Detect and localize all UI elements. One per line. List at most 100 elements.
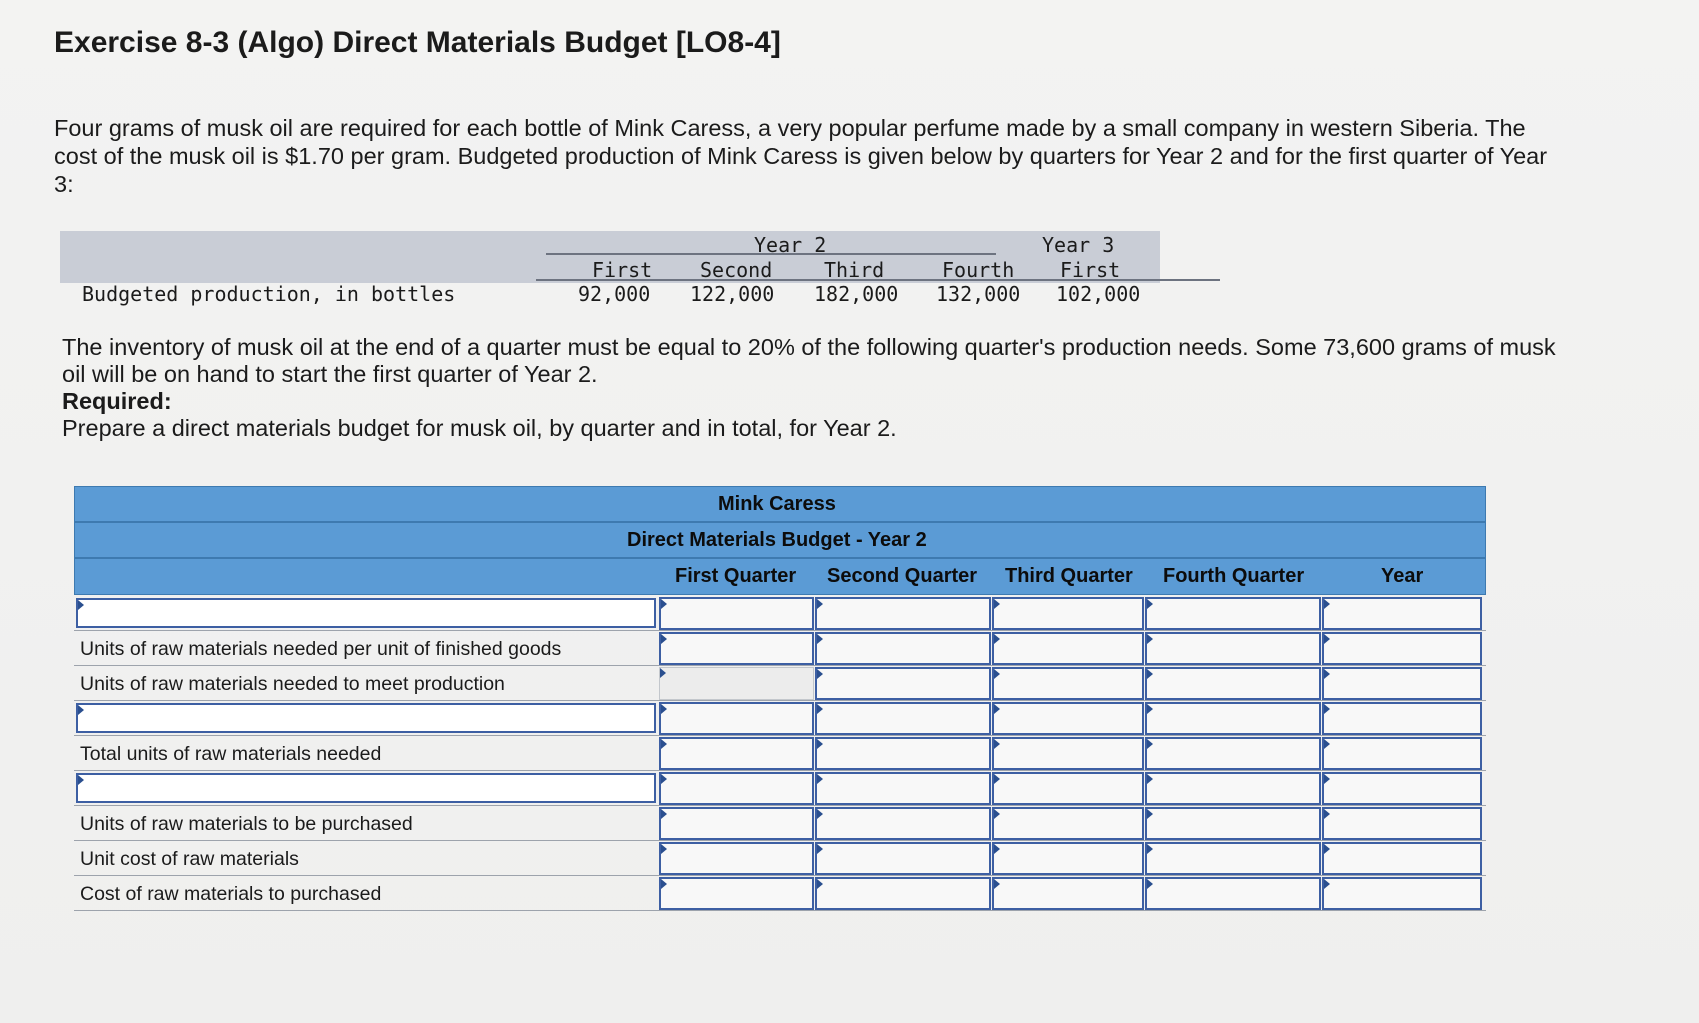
input-arrow-icon <box>661 739 667 749</box>
answer-input[interactable] <box>659 842 814 875</box>
input-arrow-icon <box>994 634 1000 644</box>
answer-input[interactable] <box>815 632 991 665</box>
row-label: Units of raw materials needed per unit o… <box>80 638 562 660</box>
answer-input[interactable] <box>1145 877 1321 910</box>
budget-row: Total units of raw materials needed <box>74 736 1486 771</box>
answer-input[interactable] <box>992 702 1144 735</box>
prod-val-5: 102,000 <box>1056 282 1141 306</box>
dropdown-arrow-icon <box>78 705 84 715</box>
answer-input[interactable] <box>815 877 991 910</box>
row-label: Unit cost of raw materials <box>80 848 299 870</box>
budget-subtitle-header: Direct Materials Budget - Year 2 <box>74 522 1486 558</box>
input-arrow-icon <box>1147 774 1153 784</box>
answer-input[interactable] <box>992 597 1144 630</box>
dropdown-arrow-icon <box>78 775 84 785</box>
input-arrow-icon <box>994 809 1000 819</box>
answer-input[interactable] <box>815 807 991 840</box>
input-arrow-icon <box>661 599 667 609</box>
answer-input[interactable] <box>992 667 1144 700</box>
input-arrow-icon <box>661 774 667 784</box>
answer-input[interactable] <box>659 667 814 700</box>
production-table: Year 2 Year 3 First Second Third Fourth … <box>60 231 1220 313</box>
answer-input[interactable] <box>659 632 814 665</box>
input-arrow-icon <box>1324 844 1330 854</box>
input-arrow-icon <box>661 844 667 854</box>
answer-input[interactable] <box>1322 877 1482 910</box>
row-label-dropdown[interactable] <box>76 598 656 628</box>
required-heading: Required: <box>62 388 172 414</box>
answer-input[interactable] <box>815 772 991 805</box>
required-text: Prepare a direct materials budget for mu… <box>62 415 897 441</box>
answer-input[interactable] <box>992 772 1144 805</box>
row-label: Units of raw materials needed to meet pr… <box>80 673 505 695</box>
answer-input[interactable] <box>992 842 1144 875</box>
row-label: Units of raw materials to be purchased <box>80 813 413 835</box>
col-first-quarter: First Quarter <box>675 565 797 587</box>
answer-input[interactable] <box>659 597 814 630</box>
answer-input[interactable] <box>1145 632 1321 665</box>
input-arrow-icon <box>994 844 1000 854</box>
input-arrow-icon <box>1324 809 1330 819</box>
row-label-dropdown[interactable] <box>76 773 656 803</box>
answer-input[interactable] <box>815 842 991 875</box>
answer-input[interactable] <box>659 877 814 910</box>
input-arrow-icon <box>817 809 823 819</box>
input-arrow-icon <box>1324 739 1330 749</box>
budget-row <box>74 701 1486 736</box>
answer-input[interactable] <box>992 877 1144 910</box>
answer-input[interactable] <box>1322 772 1482 805</box>
budget-row <box>74 596 1486 631</box>
input-arrow-icon <box>1324 634 1330 644</box>
col-year: Year <box>1381 565 1424 587</box>
answer-input[interactable] <box>1145 667 1321 700</box>
answer-input[interactable] <box>1322 702 1482 735</box>
answer-input[interactable] <box>1145 807 1321 840</box>
answer-input[interactable] <box>992 737 1144 770</box>
answer-input[interactable] <box>1145 842 1321 875</box>
answer-input[interactable] <box>1322 807 1482 840</box>
prod-val-3: 182,000 <box>814 282 899 306</box>
input-arrow-icon <box>660 668 666 678</box>
answer-input[interactable] <box>992 632 1144 665</box>
answer-input[interactable] <box>659 772 814 805</box>
answer-input[interactable] <box>1145 702 1321 735</box>
input-arrow-icon <box>1147 809 1153 819</box>
answer-input[interactable] <box>1145 737 1321 770</box>
budget-row: Cost of raw materials to purchased <box>74 876 1486 911</box>
budget-row: Units of raw materials to be purchased <box>74 806 1486 841</box>
prod-val-4: 132,000 <box>936 282 1021 306</box>
prod-row-label: Budgeted production, in bottles <box>82 282 456 306</box>
answer-input[interactable] <box>815 702 991 735</box>
problem-intro: Four grams of musk oil are required for … <box>54 115 1548 197</box>
answer-input[interactable] <box>815 737 991 770</box>
input-arrow-icon <box>994 704 1000 714</box>
budget-row <box>74 771 1486 806</box>
answer-input[interactable] <box>659 702 814 735</box>
input-arrow-icon <box>994 739 1000 749</box>
answer-input[interactable] <box>815 597 991 630</box>
page-title: Exercise 8-3 (Algo) Direct Materials Bud… <box>54 26 781 59</box>
input-arrow-icon <box>1324 704 1330 714</box>
input-arrow-icon <box>817 704 823 714</box>
input-arrow-icon <box>1147 739 1153 749</box>
answer-input[interactable] <box>659 807 814 840</box>
budget-column-header: First Quarter Second Quarter Third Quart… <box>74 558 1486 595</box>
answer-input[interactable] <box>1145 772 1321 805</box>
col-fourth-quarter: Fourth Quarter <box>1163 565 1305 587</box>
col-second-quarter: Second Quarter <box>827 565 978 587</box>
answer-input[interactable] <box>1322 597 1482 630</box>
budget-subtitle: Direct Materials Budget - Year 2 <box>627 529 927 551</box>
row-label-dropdown[interactable] <box>76 703 656 733</box>
production-header-band <box>60 231 1160 283</box>
answer-input[interactable] <box>1322 737 1482 770</box>
answer-input[interactable] <box>659 737 814 770</box>
input-arrow-icon <box>817 599 823 609</box>
answer-input[interactable] <box>1322 632 1482 665</box>
answer-input[interactable] <box>1145 597 1321 630</box>
prod-y3-first: First <box>1060 258 1121 282</box>
answer-input[interactable] <box>1322 842 1482 875</box>
answer-input[interactable] <box>815 667 991 700</box>
answer-input[interactable] <box>992 807 1144 840</box>
prod-q-second: Second <box>700 258 773 282</box>
answer-input[interactable] <box>1322 667 1482 700</box>
